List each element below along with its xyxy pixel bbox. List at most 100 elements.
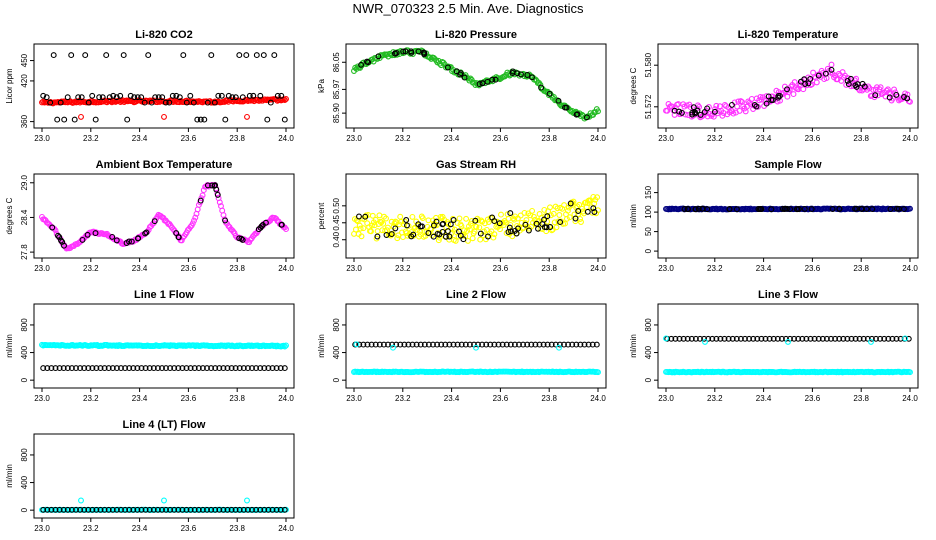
x-tick-label: 23.8 <box>229 264 245 273</box>
chart-title: Line 2 Flow <box>446 289 506 301</box>
data-point <box>353 341 360 348</box>
data-point <box>894 205 900 212</box>
data-point <box>813 79 820 86</box>
data-point <box>728 101 735 108</box>
data-point <box>704 105 711 112</box>
data-point <box>208 52 215 59</box>
x-tick-label: 24.0 <box>278 524 294 533</box>
chart-title: Gas Stream RH <box>436 159 516 171</box>
data-point <box>729 335 736 342</box>
data-point <box>591 209 598 215</box>
data-point <box>808 206 815 213</box>
data-point <box>836 205 843 212</box>
data-point <box>525 227 532 234</box>
x-tick-label: 24.0 <box>278 134 294 143</box>
chart-line1: Line 1 Flow ml/min 23.0 23.2 23.4 23.6 23.8 24.… <box>5 289 295 403</box>
data-point <box>61 116 68 123</box>
data-point <box>453 68 460 75</box>
chart-co2: Li-820 CO2 Licor ppm 23.0 23.2 23.4 23.6 23.8 2… <box>5 29 295 143</box>
data-point <box>122 506 129 513</box>
data-point <box>907 98 913 105</box>
data-point <box>163 506 169 513</box>
data-point <box>556 341 563 348</box>
plot-frame <box>345 43 607 129</box>
data-point <box>442 341 449 348</box>
data-point <box>828 66 835 73</box>
y-axis-label: ml/min <box>629 334 638 358</box>
data-point <box>130 506 137 513</box>
series-line-2-dips <box>353 341 562 351</box>
data-point <box>236 235 243 242</box>
data-point <box>274 92 281 99</box>
data-point <box>253 365 260 372</box>
series-line-3-high <box>664 335 912 342</box>
data-point <box>446 233 453 240</box>
y-tick-label: 29.0 <box>20 174 29 190</box>
data-point <box>283 226 289 233</box>
series-pressure <box>351 47 601 122</box>
data-point <box>477 236 484 243</box>
data-point <box>99 94 106 101</box>
data-point <box>273 506 280 513</box>
data-point <box>369 212 376 219</box>
data-point <box>872 92 879 99</box>
data-point <box>790 91 797 98</box>
data-point <box>746 335 753 342</box>
data-point <box>191 365 198 372</box>
data-point <box>142 506 149 513</box>
data-point <box>151 218 158 225</box>
data-point <box>400 234 406 241</box>
data-point <box>148 99 155 106</box>
x-tick-label: 23.0 <box>34 134 50 143</box>
chart-pressure: Li-820 Pressure kPa 23.0 23.2 23.4 23.6 23.8 24… <box>317 29 607 143</box>
data-point <box>481 220 488 227</box>
x-tick-label: 24.0 <box>902 134 918 143</box>
data-point <box>775 94 782 101</box>
data-point <box>154 506 161 513</box>
data-point <box>762 335 769 342</box>
data-point <box>142 230 149 237</box>
data-point <box>278 221 285 228</box>
data-point <box>458 222 465 229</box>
data-point <box>725 335 732 342</box>
data-point <box>904 95 911 102</box>
data-point <box>844 335 851 342</box>
data-point <box>55 232 61 239</box>
data-point <box>847 75 854 82</box>
data-point <box>264 116 271 123</box>
data-point <box>498 211 504 218</box>
data-point <box>78 497 84 504</box>
data-point <box>238 235 245 242</box>
data-point <box>438 341 445 348</box>
x-tick-label: 23.6 <box>181 394 197 403</box>
data-point <box>117 92 124 99</box>
x-tick-label: 24.0 <box>278 394 294 403</box>
series-box-temperature-sample <box>49 182 285 249</box>
x-tick-label: 23.2 <box>707 134 723 143</box>
data-point <box>253 52 260 59</box>
data-point <box>697 111 704 118</box>
data-point <box>71 116 78 123</box>
data-point <box>162 99 169 106</box>
data-point <box>106 94 113 101</box>
data-point <box>92 230 99 237</box>
data-point <box>533 220 540 227</box>
data-point <box>699 205 706 212</box>
plot-frame <box>345 303 607 389</box>
chart-title: Li-820 CO2 <box>135 29 192 41</box>
data-point <box>692 335 699 342</box>
data-point <box>101 365 108 372</box>
data-point <box>676 108 683 115</box>
data-point <box>676 335 683 342</box>
data-point <box>79 236 86 243</box>
data-point <box>89 506 96 513</box>
y-tick-label: 0 <box>20 377 29 382</box>
data-point <box>118 365 124 372</box>
series-line-1-low <box>40 365 288 372</box>
data-point <box>89 92 96 99</box>
data-point <box>400 48 407 55</box>
y-tick-label: 800 <box>20 448 29 462</box>
data-point <box>134 506 141 513</box>
data-point <box>528 341 535 348</box>
data-point <box>397 213 404 220</box>
